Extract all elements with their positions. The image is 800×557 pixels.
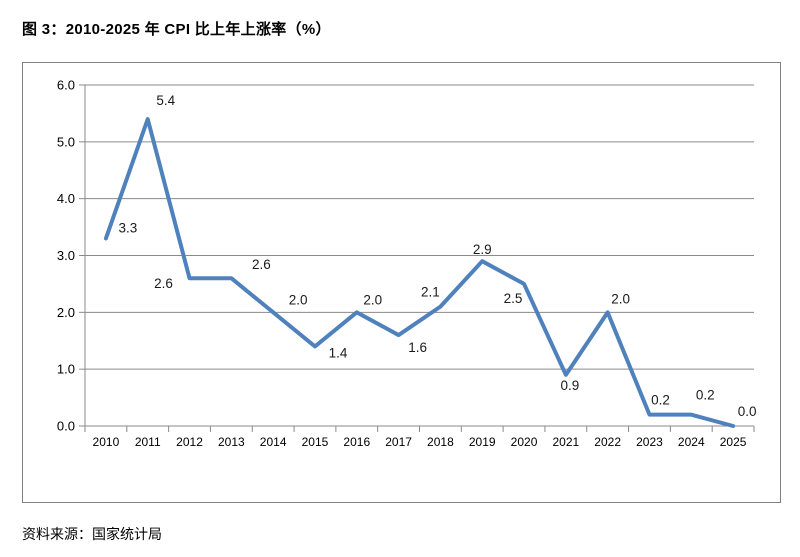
data-label: 2.0 (289, 292, 308, 307)
data-label: 0.2 (651, 393, 670, 408)
data-label: 1.6 (408, 340, 427, 355)
x-tick-label: 2024 (678, 435, 705, 449)
y-tick-label: 4.0 (57, 191, 75, 206)
x-tick-label: 2018 (427, 435, 454, 449)
data-label: 0.0 (738, 404, 757, 419)
y-tick-label: 5.0 (57, 134, 75, 149)
x-tick-label: 2016 (343, 435, 370, 449)
data-label: 3.3 (119, 220, 138, 235)
y-tick-label: 3.0 (57, 248, 75, 263)
x-tick-label: 2013 (218, 435, 245, 449)
data-label: 2.5 (504, 291, 523, 306)
data-label: 1.4 (329, 345, 348, 360)
data-label: 2.6 (252, 257, 271, 272)
y-tick-label: 0.0 (57, 419, 75, 434)
data-label: 2.0 (611, 291, 630, 306)
x-tick-label: 2025 (720, 435, 747, 449)
x-tick-label: 2014 (260, 435, 287, 449)
source-note: 资料来源：国家统计局 (22, 526, 162, 542)
cpi-line-chart: 0.0 1.0 2.0 3.0 4.0 5.0 6.0 2010 2011 2012 2013 201… (57, 78, 757, 450)
x-tick-label: 2010 (93, 435, 120, 449)
data-label: 0.9 (560, 378, 579, 393)
figure-title: 图 3：2010-2025 年 CPI 比上年上涨率（%） (22, 21, 331, 38)
data-label: 2.1 (421, 285, 440, 300)
x-tick-label: 2019 (469, 435, 496, 449)
data-label: 2.0 (363, 292, 382, 307)
chart-frame: 0.0 1.0 2.0 3.0 4.0 5.0 6.0 2010 2011 2012 2013 201… (22, 62, 781, 503)
x-tick-label: 2021 (552, 435, 579, 449)
data-label: 2.6 (154, 276, 173, 291)
data-label: 0.2 (696, 388, 715, 403)
y-tick-label: 6.0 (57, 78, 75, 93)
cpi-series-line (103, 117, 736, 428)
x-tick-label: 2022 (594, 435, 621, 449)
x-tick-label: 2015 (302, 435, 329, 449)
x-tick-label: 2011 (135, 435, 161, 449)
x-tick-label: 2023 (636, 435, 663, 449)
x-tick-label: 2017 (385, 435, 412, 449)
x-tick-label: 2012 (176, 435, 203, 449)
y-tick-label: 2.0 (57, 305, 75, 320)
data-label: 2.9 (473, 242, 492, 257)
data-label: 5.4 (156, 93, 175, 108)
y-tick-label: 1.0 (57, 362, 75, 377)
x-tick-label: 2020 (511, 435, 538, 449)
